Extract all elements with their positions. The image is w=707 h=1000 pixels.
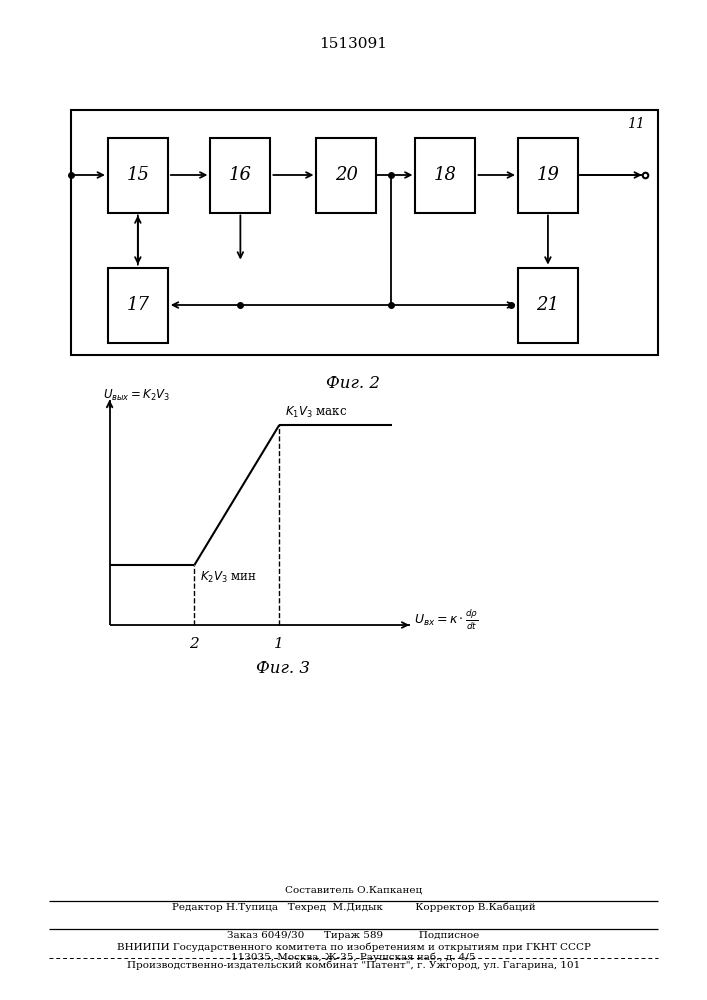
Text: $K_1 V_3$ макс: $K_1 V_3$ макс [285,405,347,420]
Bar [416,137,475,213]
Text: Составитель О.Капканец: Составитель О.Капканец [285,885,422,894]
Text: 17: 17 [127,296,149,314]
Text: 16: 16 [229,166,252,184]
Text: 1513091: 1513091 [320,37,387,51]
Text: 113035, Москва, Ж-35, Раушская наб., д. 4/5: 113035, Москва, Ж-35, Раушская наб., д. … [231,952,476,962]
Text: Редактор Н.Тупица   Техред  М.Дидык          Корректор В.Кабаций: Редактор Н.Тупица Техред М.Дидык Коррект… [172,903,535,912]
Text: 1: 1 [274,637,284,651]
Text: 19: 19 [537,166,559,184]
Text: 20: 20 [335,166,358,184]
Text: $K_2 V_3$ мин: $K_2 V_3$ мин [200,570,257,585]
Bar [211,137,271,213]
Text: Фиг. 3: Фиг. 3 [256,660,310,677]
Text: Производственно-издательский комбинат "Патент", г. Ужгород, ул. Гагарина, 101: Производственно-издательский комбинат "П… [127,960,580,970]
Text: 15: 15 [127,166,149,184]
Text: $U_{вх} = \kappa \cdot \frac{d\rho}{dt}$: $U_{вх} = \kappa \cdot \frac{d\rho}{dt}$ [414,608,478,632]
Bar [107,137,168,213]
Bar [317,137,376,213]
Text: 11: 11 [627,117,645,131]
Bar [518,267,578,342]
Text: 21: 21 [537,296,559,314]
Text: $U_{вых} = K_2 V_3$: $U_{вых} = K_2 V_3$ [103,387,170,403]
Text: ВНИИПИ Государственного комитета по изобретениям и открытиям при ГКНТ СССР: ВНИИПИ Государственного комитета по изоб… [117,942,590,952]
Text: Заказ 6049/30      Тираж 589           Подписное: Заказ 6049/30 Тираж 589 Подписное [228,931,479,940]
Bar [518,137,578,213]
Text: 18: 18 [434,166,457,184]
Text: 2: 2 [189,637,199,651]
Bar [71,110,658,355]
Bar [107,267,168,342]
Text: Фиг. 2: Фиг. 2 [327,375,380,392]
